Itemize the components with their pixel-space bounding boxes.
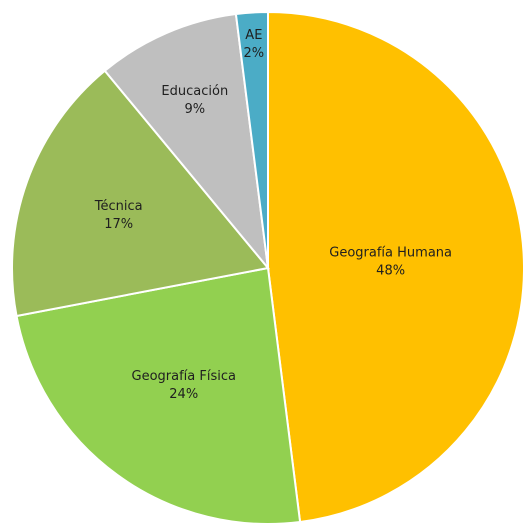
pie-slice-3 [11, 69, 270, 318]
pie-slice-2 [15, 266, 302, 525]
pie-slices [11, 10, 523, 525]
slice-value-label-5: 2% [244, 46, 265, 61]
slice-label-3: Técnica [94, 199, 143, 214]
slice-label-2: Geografía Física [132, 369, 236, 384]
slice-value-label-2: 24% [169, 387, 198, 402]
slice-value-label-1: 48% [376, 263, 405, 278]
pie-slice-5 [234, 10, 269, 269]
slice-label-5: AE [245, 28, 262, 43]
slice-value-label-3: 17% [104, 217, 133, 232]
pie-slice-1 [267, 10, 523, 524]
pie-slice-4 [103, 12, 270, 272]
slice-label-4: Educación [161, 84, 228, 99]
slice-label-1: Geografía Humana [329, 245, 452, 260]
slice-value-label-4: 9% [184, 102, 205, 117]
pie-labels: Geografía Humana 48% Geografía Física 24% Té… [94, 28, 452, 402]
